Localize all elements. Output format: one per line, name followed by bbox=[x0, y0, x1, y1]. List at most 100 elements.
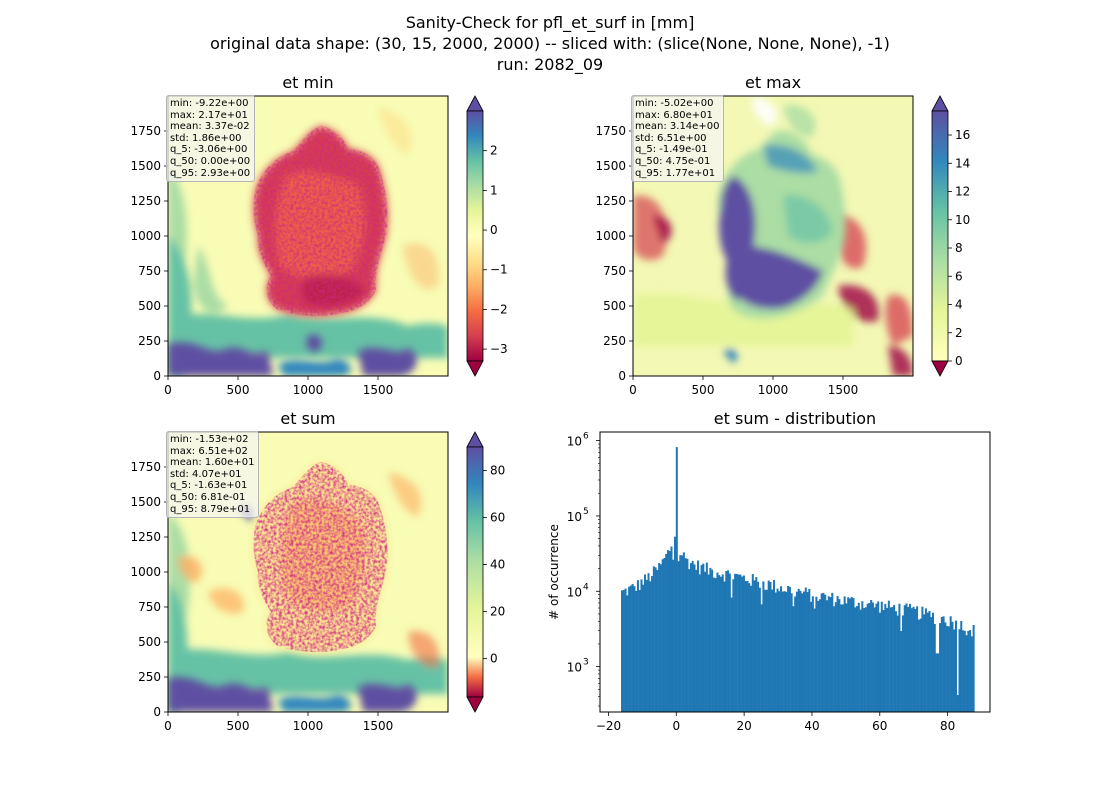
y-tick-label: 750 bbox=[138, 600, 161, 614]
histogram-bar bbox=[785, 591, 788, 712]
y-tick-label: 0 bbox=[618, 369, 626, 383]
histogram-bar bbox=[693, 564, 696, 712]
histogram-bar bbox=[896, 615, 899, 712]
y-tick-label: 1750 bbox=[130, 460, 161, 474]
histogram-bar bbox=[801, 593, 804, 712]
histogram-bar bbox=[742, 575, 745, 712]
stats-box-et-sum: min: -1.53e+02 max: 6.51e+02 mean: 1.60e+0… bbox=[166, 431, 260, 519]
stats-box-et-max: min: -5.02e+00 max: 6.80e+01 mean: 3.14e+0… bbox=[631, 95, 725, 183]
histogram-bar bbox=[893, 604, 896, 712]
histogram-bar bbox=[946, 625, 949, 712]
stats-line: min: -5.02e+00 bbox=[635, 98, 714, 109]
histogram-bar bbox=[744, 581, 747, 712]
histogram-bar bbox=[903, 605, 906, 712]
map-panel-et-max bbox=[632, 95, 914, 377]
stats-box-et-min: min: -9.22e+00 max: 2.17e+01 mean: 3.37e-0… bbox=[166, 95, 256, 183]
histogram-bar bbox=[748, 583, 751, 712]
map-panel-et-sum bbox=[167, 431, 449, 713]
histogram-bar bbox=[933, 623, 936, 712]
x-tick-label: 40 bbox=[804, 719, 819, 733]
x-tick-label: 1000 bbox=[293, 383, 324, 397]
colorbar-et-min bbox=[466, 95, 484, 377]
histogram-bar bbox=[877, 601, 880, 712]
colorbar-tick-label: −3 bbox=[490, 342, 508, 356]
histogram-bar bbox=[621, 590, 624, 712]
histogram-bar bbox=[734, 573, 737, 712]
histogram-bar bbox=[898, 603, 901, 712]
colorbar-tick-label: 4 bbox=[955, 298, 963, 312]
x-tick-label: 80 bbox=[940, 719, 955, 733]
colorbar-tick-label: 0 bbox=[490, 223, 498, 237]
histogram-bar bbox=[647, 573, 650, 712]
colorbar-tick-label: −2 bbox=[490, 302, 508, 316]
histogram-bar bbox=[810, 601, 813, 712]
histogram-bar bbox=[684, 558, 687, 712]
histogram-bar bbox=[638, 589, 641, 712]
figure-suptitle: Sanity-Check for pfl_et_surf in [mm] ori… bbox=[0, 12, 1100, 75]
histogram-bar bbox=[642, 584, 645, 712]
histogram-bar bbox=[854, 607, 857, 712]
histogram-bar bbox=[792, 606, 795, 712]
histogram-bar bbox=[924, 608, 927, 712]
stats-line: min: -9.22e+00 bbox=[170, 98, 249, 109]
y-tick-label: 750 bbox=[603, 264, 626, 278]
histogram-bar bbox=[622, 589, 625, 712]
y-tick-label: 0 bbox=[153, 705, 161, 719]
suptitle-line-3: run: 2082_09 bbox=[496, 55, 604, 74]
histogram-bar bbox=[921, 606, 924, 712]
histogram-bar bbox=[937, 653, 940, 712]
colorbar-tick-label: −1 bbox=[490, 263, 508, 277]
stats-line: q_50: 6.81e-01 bbox=[170, 491, 246, 503]
y-tick-label: 500 bbox=[138, 299, 161, 313]
panel-title: et min bbox=[282, 73, 333, 92]
x-tick-label: 1000 bbox=[293, 719, 324, 733]
stats-line: std: 1.86e+00 bbox=[170, 132, 242, 144]
colorbar-tick-label: 1 bbox=[490, 183, 498, 197]
colorbar-et-sum bbox=[466, 431, 484, 713]
stats-line: q_95: 8.79e+01 bbox=[170, 503, 251, 515]
y-tick-label: 1000 bbox=[130, 565, 161, 579]
y-tick-label: 0 bbox=[153, 369, 161, 383]
x-tick-label: 0 bbox=[629, 383, 637, 397]
histogram-bar bbox=[735, 573, 738, 712]
histogram-bar bbox=[905, 603, 908, 712]
histogram-bar bbox=[884, 603, 887, 712]
histogram-bar bbox=[843, 596, 846, 712]
histogram-bar bbox=[626, 595, 629, 712]
histogram-bar bbox=[659, 564, 662, 712]
histogram-bar bbox=[940, 616, 943, 712]
histogram-bar bbox=[739, 574, 742, 712]
histogram-bar bbox=[689, 563, 692, 712]
histogram-bar bbox=[728, 573, 731, 712]
histogram-bar bbox=[960, 620, 963, 712]
histogram-bar bbox=[852, 598, 855, 712]
colorbar-tick-label: 40 bbox=[490, 558, 505, 572]
histogram-bar bbox=[654, 567, 657, 712]
histogram-bar bbox=[944, 622, 947, 712]
histogram-bar bbox=[880, 601, 883, 712]
y-tick-exponent: 5 bbox=[583, 507, 589, 517]
stats-line: q_50: 4.75e-01 bbox=[635, 155, 711, 167]
histogram-bar bbox=[882, 610, 885, 712]
histogram-bar bbox=[681, 555, 684, 712]
histogram-bar bbox=[675, 447, 678, 712]
axes-frame bbox=[599, 431, 991, 713]
histogram-bar bbox=[866, 603, 869, 712]
histogram-bar bbox=[848, 598, 851, 712]
y-tick-label: 10 bbox=[567, 510, 582, 524]
histogram-bar bbox=[912, 606, 915, 712]
x-tick-label: 20 bbox=[736, 719, 751, 733]
histogram-bar bbox=[942, 616, 945, 712]
histogram-bar bbox=[651, 576, 654, 712]
histogram-bar bbox=[758, 587, 761, 712]
y-tick-label: 500 bbox=[138, 635, 161, 649]
x-tick-label: 0 bbox=[164, 383, 172, 397]
histogram-bar bbox=[954, 620, 957, 712]
histogram-bar bbox=[958, 629, 961, 712]
histogram-bar bbox=[914, 608, 917, 712]
histogram-bar bbox=[861, 601, 864, 712]
histogram-bar bbox=[856, 606, 859, 712]
histogram-ylabel: # of occurrence bbox=[547, 524, 561, 620]
histogram-bar bbox=[702, 563, 705, 712]
histogram-bar bbox=[780, 586, 783, 712]
